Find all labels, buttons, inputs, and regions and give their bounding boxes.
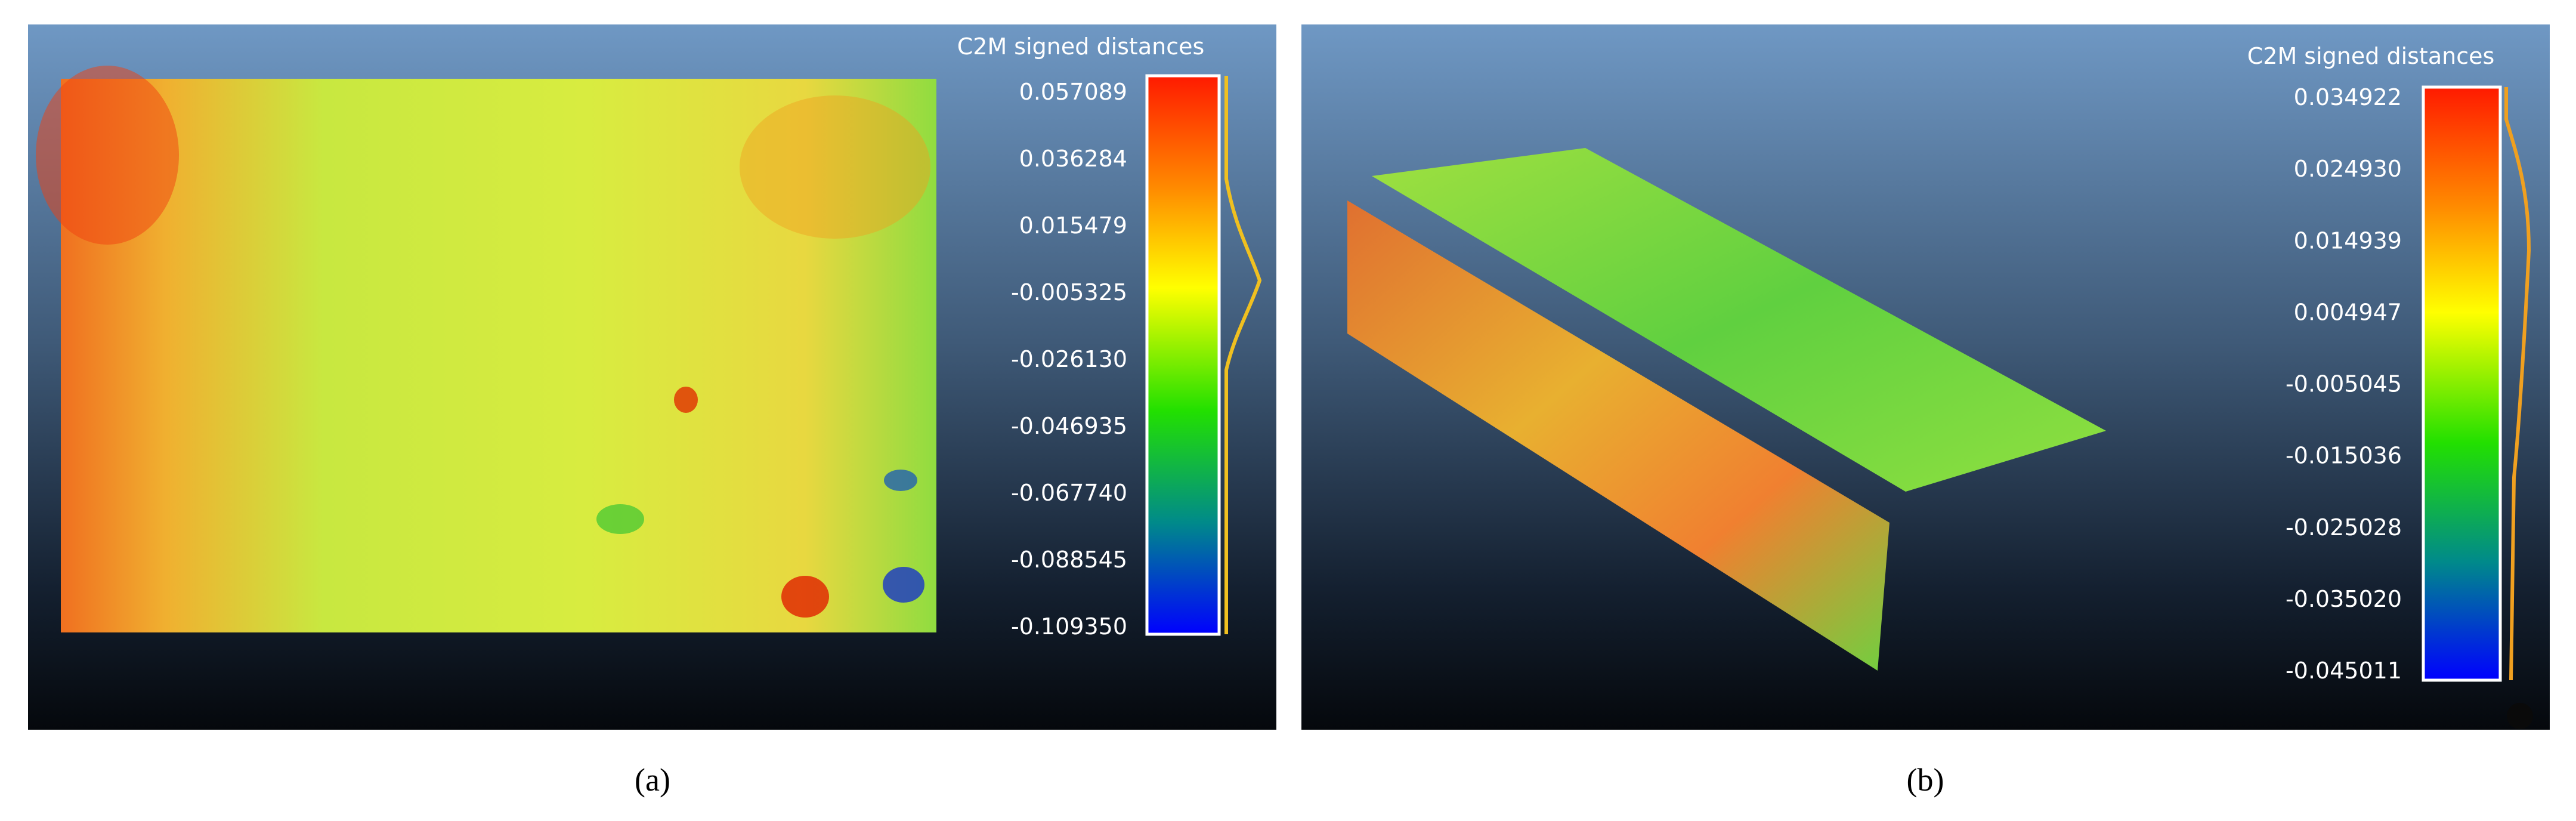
caption: (a) — [635, 762, 670, 798]
heat-spot — [596, 504, 644, 534]
scale-label: -0.067740 — [1011, 480, 1127, 506]
scale-label: -0.109350 — [1011, 613, 1127, 640]
scale-title: C2M signed distances — [2247, 43, 2495, 69]
scale-label: -0.035020 — [2286, 586, 2402, 612]
color-scale — [1145, 74, 1221, 636]
scale-label: -0.015036 — [2286, 443, 2402, 469]
viewport-icon — [2507, 703, 2533, 729]
histogram — [2504, 87, 2531, 681]
heat-spot — [781, 576, 829, 618]
scale-label: -0.088545 — [1011, 547, 1127, 573]
scale-title: C2M signed distances — [957, 33, 1205, 60]
scale-label: -0.026130 — [1011, 346, 1127, 372]
scale-label: 0.036284 — [1019, 146, 1127, 172]
scale-label: -0.005045 — [2286, 371, 2402, 397]
heat-spot — [884, 470, 917, 491]
slab-wall — [1347, 200, 1890, 671]
scale-label: 0.015479 — [1019, 212, 1127, 239]
scale-label: 0.024930 — [2294, 156, 2402, 182]
scale-label: 0.034922 — [2294, 84, 2402, 110]
scale-label: 0.014939 — [2294, 227, 2402, 254]
heat-spot — [883, 567, 924, 603]
caption: (b) — [1907, 762, 1944, 798]
scale-label: -0.005325 — [1011, 279, 1127, 305]
heat-spot — [740, 95, 930, 239]
heat-spot — [674, 387, 698, 413]
slab-top — [1372, 148, 2106, 492]
scale-label: 0.004947 — [2294, 299, 2402, 325]
color-scale — [2422, 85, 2502, 682]
point-cloud-map — [61, 79, 936, 632]
histogram — [1224, 76, 1262, 634]
scale-label: 0.057089 — [1019, 79, 1127, 105]
scale-label: -0.025028 — [2286, 514, 2402, 541]
scale-label: -0.045011 — [2286, 658, 2402, 684]
heat-spot — [36, 66, 179, 245]
scale-label: -0.046935 — [1011, 413, 1127, 439]
